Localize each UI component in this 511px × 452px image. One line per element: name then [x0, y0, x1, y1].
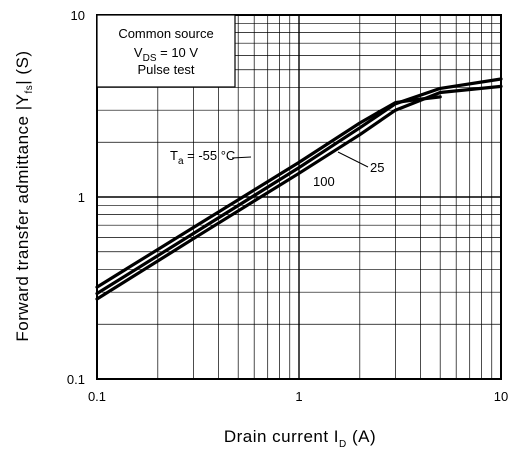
- series-line-2: [95, 77, 503, 296]
- conditions-line3: Pulse test: [137, 62, 194, 77]
- x-axis-label: Drain current ID (A): [224, 427, 376, 450]
- label-ta-55: Ta = -55 °C: [170, 148, 235, 167]
- conditions-line1: Common source: [118, 26, 213, 41]
- plot-frame: [96, 14, 502, 380]
- label-25: 25: [370, 160, 384, 175]
- conditions-box: [96, 14, 236, 88]
- leader-25: [337, 151, 369, 168]
- y-tick-label: 10: [71, 8, 85, 23]
- x-tick-label: 1: [295, 389, 302, 404]
- series-layer: [95, 77, 503, 301]
- x-tick-label: 10: [494, 389, 508, 404]
- series-line-3: [95, 84, 503, 301]
- conditions-legend: Common source VDS = 10 V Pulse test: [96, 14, 236, 88]
- conditions-line2: VDS = 10 V: [134, 45, 198, 64]
- y-axis-label: Forward transfer admittance |Yfs| (S): [13, 50, 35, 341]
- y-tick-label: 1: [78, 190, 85, 205]
- label-100: 100: [313, 174, 335, 189]
- leader-55: [231, 156, 252, 159]
- tick-labels: 0.1 1 10 0.1 1 10: [67, 8, 508, 404]
- y-tick-label: 0.1: [67, 372, 85, 387]
- x-tick-label: 0.1: [88, 389, 106, 404]
- grid-lines: [97, 15, 501, 379]
